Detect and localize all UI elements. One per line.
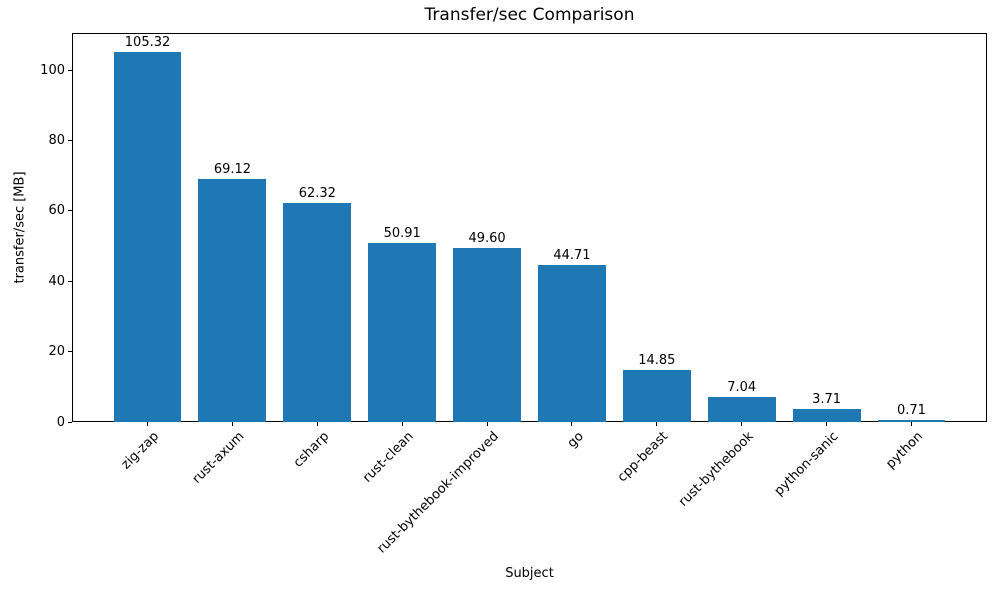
x-tick-mark (147, 422, 149, 426)
x-tick-label: rust-bythebook (675, 429, 757, 510)
bar-value-label: 0.71 (896, 402, 926, 418)
chart-title: Transfer/sec Comparison (424, 5, 635, 25)
x-tick-mark (231, 422, 233, 426)
x-tick-mark (401, 422, 403, 426)
y-tick-mark (68, 280, 72, 282)
x-tick-mark (316, 422, 318, 426)
bar (113, 51, 182, 422)
x-tick-label: rust-axum (189, 429, 248, 487)
bar (792, 408, 861, 422)
x-tick-label: zig-zap (118, 429, 163, 473)
y-tick-mark (68, 351, 72, 353)
y-tick-label: 80 (48, 133, 65, 149)
bar (622, 369, 691, 422)
x-tick-mark (826, 422, 828, 426)
bar (707, 397, 776, 422)
bar-value-label: 3.71 (812, 391, 842, 407)
x-tick-label: rust-clean (360, 429, 417, 486)
bar (877, 419, 946, 422)
y-tick-label: 100 (40, 62, 65, 78)
x-tick-label: cpp-beast (615, 429, 672, 486)
y-tick-label: 60 (48, 203, 65, 219)
y-tick-label: 0 (56, 414, 65, 430)
bar-value-label: 14.85 (638, 352, 676, 368)
y-axis-label: transfer/sec [MB] (12, 171, 28, 284)
y-tick-mark (68, 210, 72, 212)
x-tick-label: csharp (290, 429, 332, 471)
x-tick-mark (910, 422, 912, 426)
bar-value-label: 105.32 (124, 34, 171, 50)
bar-value-label: 69.12 (213, 161, 252, 177)
y-tick-mark (68, 421, 72, 423)
y-tick-label: 20 (48, 344, 65, 360)
bar (453, 247, 521, 422)
bar (283, 202, 352, 422)
bar (537, 264, 606, 422)
bar-value-label: 50.91 (383, 225, 421, 241)
x-axis-label: Subject (505, 566, 554, 581)
x-tick-label: python (883, 429, 927, 472)
x-tick-mark (571, 422, 573, 426)
bar-value-label: 49.60 (468, 230, 506, 246)
bar (198, 178, 267, 422)
y-tick-mark (68, 69, 72, 71)
y-tick-mark (68, 140, 72, 142)
x-tick-mark (656, 422, 658, 426)
bar-value-label: 7.04 (727, 380, 757, 396)
x-tick-label: go (564, 429, 587, 452)
x-tick-label: python-sanic (771, 429, 842, 499)
x-tick-mark (486, 422, 488, 426)
y-tick-label: 40 (48, 273, 65, 289)
bar-value-label: 44.71 (553, 247, 591, 263)
bar (368, 242, 437, 422)
x-tick-mark (741, 422, 743, 426)
bar-value-label: 62.32 (298, 185, 336, 201)
